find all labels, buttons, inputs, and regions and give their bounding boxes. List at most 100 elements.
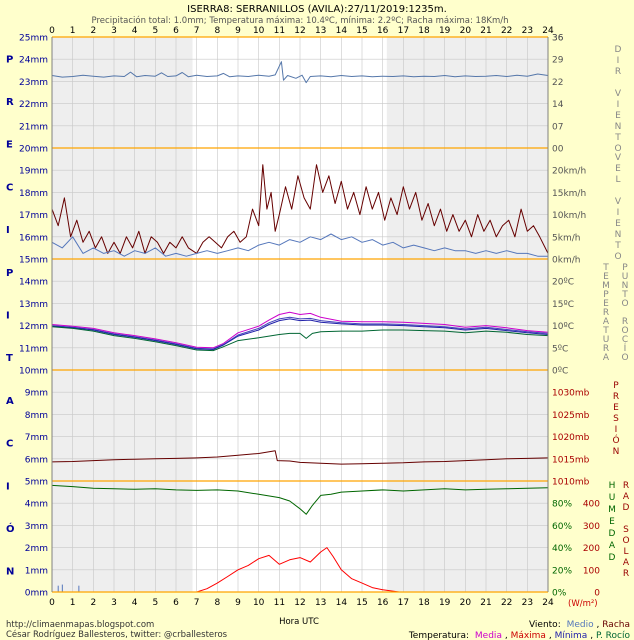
vel-viento-label: N xyxy=(615,230,622,240)
x-tick-label-bottom: 17 xyxy=(398,598,409,608)
temp-legend-media: Media xyxy=(475,631,502,640)
x-tick-label-bottom: 10 xyxy=(253,598,265,608)
right-tick-label: 20ºC xyxy=(552,278,574,288)
rad-solar-label: R xyxy=(623,569,629,579)
punto-rocio-label: U xyxy=(622,272,629,282)
humedad-label: E xyxy=(609,517,615,527)
temperatura-label: E xyxy=(603,272,609,282)
precipitation-tick-label: 9mm xyxy=(25,389,48,399)
x-tick-label-bottom: 11 xyxy=(274,598,285,608)
temperatura-label: A xyxy=(603,317,610,327)
precipitation-tick-label: 0mm xyxy=(25,589,48,599)
vel-viento-label: L xyxy=(615,175,620,185)
x-tick-label-bottom: 19 xyxy=(439,598,451,608)
x-tick-label-top: 9 xyxy=(235,26,241,36)
temp-legend: Temperatura: Media , Máxima , Mínima , P… xyxy=(408,631,631,640)
precipitation-tick-label: 11mm xyxy=(19,344,48,354)
precipitation-tick-label: 17mm xyxy=(19,211,48,221)
side-letter: P xyxy=(6,268,13,279)
right-tick-label: 10km/h xyxy=(552,211,586,221)
rad-solar-label: R xyxy=(623,481,629,491)
humedad-label: H xyxy=(609,481,616,491)
rad-solar-label: S xyxy=(623,525,629,535)
vel-viento-label: V xyxy=(615,197,622,207)
punto-rocio-label: O xyxy=(621,326,628,336)
precipitation-tick-label: 20mm xyxy=(19,145,48,155)
dir-viento-label: N xyxy=(615,122,622,132)
radiation-unit: (W/m²) xyxy=(568,599,598,609)
dir-viento-label: V xyxy=(615,89,622,99)
dir-viento-label: E xyxy=(615,111,621,121)
right-tick-label: 80% xyxy=(552,500,572,510)
right-tick-label: 14 xyxy=(552,100,564,110)
x-tick-label-top: 11 xyxy=(274,26,285,36)
temperatura-label: E xyxy=(603,299,609,309)
right-tick-label: 0% xyxy=(552,589,567,599)
temperatura-label: U xyxy=(603,335,610,345)
right-tick-label: 60% xyxy=(552,522,572,532)
precipitation-tick-label: 24mm xyxy=(19,56,48,66)
x-tick-label-top: 18 xyxy=(418,26,430,36)
x-tick-label-bottom: 3 xyxy=(111,598,117,608)
rad-solar-label: L xyxy=(623,547,628,557)
vel-viento-label: T xyxy=(614,241,621,251)
radiation-tick-label: 200 xyxy=(583,544,600,554)
temp-legend-label: Temperatura: xyxy=(408,631,469,640)
series-temperature-temp_media xyxy=(51,316,549,350)
right-tick-label: 00 xyxy=(552,145,564,155)
chart-subtitle: Precipitación total: 1.0mm; Temperatura … xyxy=(92,15,509,26)
presion-label: I xyxy=(615,425,618,435)
right-tick-label: 29 xyxy=(552,56,564,66)
x-tick-label-bottom: 12 xyxy=(294,598,305,608)
x-tick-label-top: 5 xyxy=(152,26,158,36)
series-humidity-radiation-radiation xyxy=(52,547,548,593)
wind-legend-label: Viento: xyxy=(529,620,561,630)
x-tick-label-bottom: 20 xyxy=(460,598,472,608)
right-tick-label: 36 xyxy=(552,34,564,44)
presion-label: N xyxy=(613,447,620,457)
right-tick-label: 1015mb xyxy=(552,455,590,465)
vel-viento-label: O xyxy=(614,252,621,262)
precipitation-tick-label: 14mm xyxy=(19,278,48,288)
series-wind-speed-wind_mean xyxy=(51,233,548,257)
right-tick-label: 07 xyxy=(552,122,563,132)
right-tick-label: 1020mb xyxy=(552,433,590,443)
radiation-tick-label: 300 xyxy=(583,522,600,532)
humedad-label: A xyxy=(609,541,616,551)
presion-label: S xyxy=(613,414,619,424)
side-letter: C xyxy=(6,182,13,193)
humedad-label: D xyxy=(609,529,616,539)
x-tick-label-top: 7 xyxy=(194,26,200,36)
right-tick-label: 36 xyxy=(552,34,564,44)
x-tick-label-top: 3 xyxy=(111,26,117,36)
radiation-tick-label: 100 xyxy=(583,566,600,576)
side-letter: I xyxy=(6,311,10,322)
presion-label: P xyxy=(613,381,619,391)
x-tick-label-bottom: 1 xyxy=(70,598,76,608)
x-tick-label-bottom: 8 xyxy=(214,598,220,608)
x-tick-label-top: 6 xyxy=(173,26,179,36)
wind-legend: Viento: Medio , Racha xyxy=(529,620,630,630)
x-tick-label-bottom: 14 xyxy=(336,598,348,608)
vel-viento-label: E xyxy=(615,219,621,229)
right-tick-label: 1030mb xyxy=(552,389,590,399)
temp-legend-max: Máxima xyxy=(511,631,546,640)
dir-viento-label: R xyxy=(615,67,621,77)
x-tick-label-top: 4 xyxy=(132,26,138,36)
side-letter: Ó xyxy=(6,522,15,535)
x-tick-label-bottom: 16 xyxy=(377,598,389,608)
temp-legend-dew: P. Rocío xyxy=(596,631,631,640)
x-tick-label-top: 8 xyxy=(214,26,220,36)
dir-viento-label: D xyxy=(615,45,622,55)
x-tick-label-top: 15 xyxy=(356,26,367,36)
temperatura-label: M xyxy=(602,281,610,291)
side-letter: I xyxy=(6,225,10,236)
radiation-tick-label: 0 xyxy=(594,589,600,599)
x-tick-label-bottom: 23 xyxy=(522,598,533,608)
series-temperature-temp_min xyxy=(51,318,549,350)
x-tick-label-bottom: 18 xyxy=(418,598,430,608)
right-tick-label: 22 xyxy=(552,78,563,88)
x-tick-label-top: 1 xyxy=(70,26,76,36)
night-band xyxy=(386,37,548,592)
series-wind-speed-wind_gust xyxy=(51,164,549,254)
